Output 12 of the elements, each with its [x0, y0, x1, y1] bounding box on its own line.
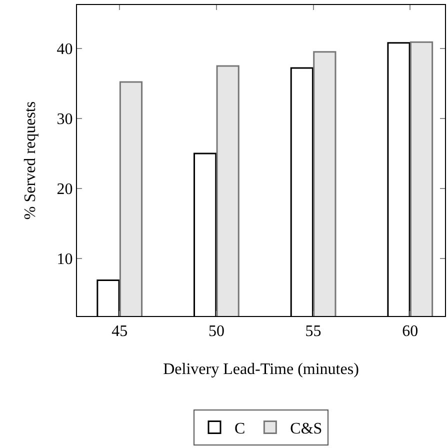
x-tick-label: 45 — [112, 323, 128, 340]
y-tick-label: 20 — [56, 181, 73, 198]
x-tick-label: 50 — [208, 323, 224, 340]
legend-label: C&S — [290, 420, 322, 438]
x-tick-label: 55 — [305, 323, 322, 340]
y-tick-label: 10 — [56, 251, 73, 268]
legend-label: C — [234, 420, 246, 438]
y-tick-label: 40 — [56, 41, 73, 58]
y-axis-title: % Served requests — [22, 101, 39, 220]
y-tick-label: 30 — [56, 111, 73, 128]
x-tick-label: 60 — [402, 323, 418, 340]
x-axis-title: Delivery Lead-Time (minutes) — [163, 361, 359, 378]
